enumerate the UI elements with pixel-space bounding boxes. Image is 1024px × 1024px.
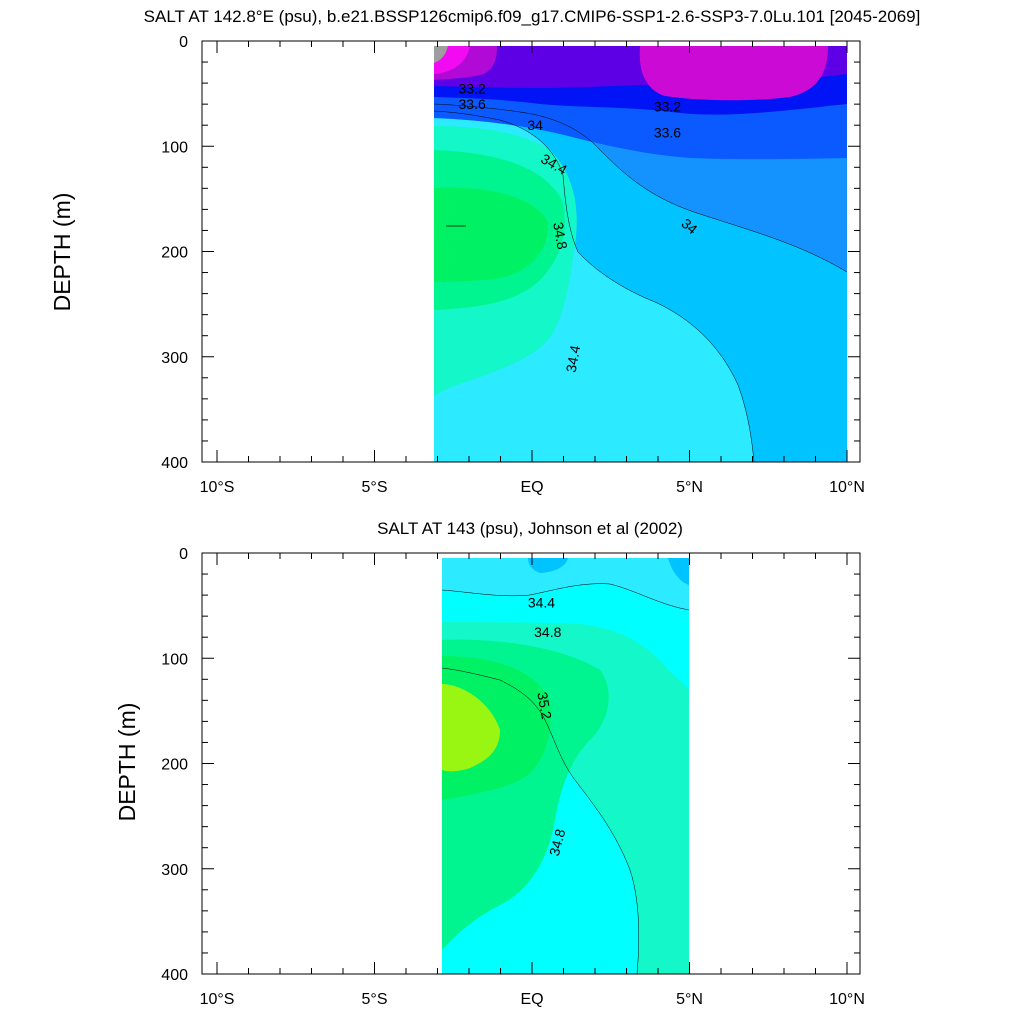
panel-model: SALT AT 142.8°E (psu), b.e21.BSSP126cmip… <box>49 7 920 496</box>
y-tick-label: 400 <box>161 455 188 472</box>
fill-azure <box>528 558 689 585</box>
contour-label: 33.6 <box>654 125 681 141</box>
fill-magenta-right <box>639 46 828 101</box>
contour-label: 34.4 <box>528 594 555 610</box>
x-tick-label: 10°N <box>829 479 865 496</box>
fill-aqua-green <box>442 622 689 974</box>
y-axis: 0 100 200 300 400 <box>161 34 860 472</box>
contour-label: 34.4 <box>563 344 584 374</box>
x-tick-label: 10°S <box>200 479 235 496</box>
x-axis: 10°S 5°S EQ 5°N 10°N <box>200 41 865 496</box>
x-tick-label: EQ <box>520 991 543 1008</box>
y-tick-label: 0 <box>179 34 188 51</box>
x-tick-label: 5°S <box>362 479 388 496</box>
y-axis-label: DEPTH (m) <box>49 193 75 312</box>
y-tick-label: 100 <box>161 139 188 156</box>
contour-lines <box>441 583 690 975</box>
contour-label: 35.2 <box>534 691 555 721</box>
x-tick-label: 5°N <box>676 991 703 1008</box>
contour-label: 33.2 <box>459 80 486 96</box>
contour-fills <box>433 46 848 463</box>
fill-lime <box>442 684 500 772</box>
y-tick-label: 400 <box>161 967 188 984</box>
chart-title: SALT AT 142.8°E (psu), b.e21.BSSP126cmip… <box>144 7 921 26</box>
contour-lines <box>433 103 848 463</box>
y-tick-label: 300 <box>161 862 188 879</box>
x-tick-label: 10°S <box>200 991 235 1008</box>
chart-title: SALT AT 143 (psu), Johnson et al (2002) <box>377 519 683 538</box>
fill-green <box>434 187 549 282</box>
fill-gray-corner <box>434 46 448 63</box>
y-tick-label: 300 <box>161 350 188 367</box>
y-tick-label: 100 <box>161 651 188 668</box>
x-tick-label: EQ <box>520 479 543 496</box>
contour-fills <box>441 558 690 975</box>
y-axis: 0 100 200 300 400 <box>161 546 860 984</box>
panel-observations: SALT AT 143 (psu), Johnson et al (2002) … <box>114 519 865 1008</box>
contour-label: 33.6 <box>459 96 486 112</box>
contour-label: 34 <box>527 117 543 133</box>
x-tick-label: 5°N <box>676 479 703 496</box>
fill-light-cyan <box>442 558 689 610</box>
x-tick-label: 10°N <box>829 991 865 1008</box>
y-tick-label: 200 <box>161 757 188 774</box>
x-tick-label: 5°S <box>362 991 388 1008</box>
y-tick-label: 200 <box>161 245 188 262</box>
contour-label: 34.8 <box>534 624 561 640</box>
contour-label: 34.8 <box>546 827 569 858</box>
contour-label: 33.2 <box>654 98 681 114</box>
y-tick-label: 0 <box>179 546 188 563</box>
y-axis-label: DEPTH (m) <box>114 703 140 822</box>
x-axis: 10°S 5°S EQ 5°N 10°N <box>200 553 865 1008</box>
contour-label: 34.8 <box>550 221 571 251</box>
contour-labels: 34.4 34.8 35.2 34.8 <box>528 594 569 857</box>
